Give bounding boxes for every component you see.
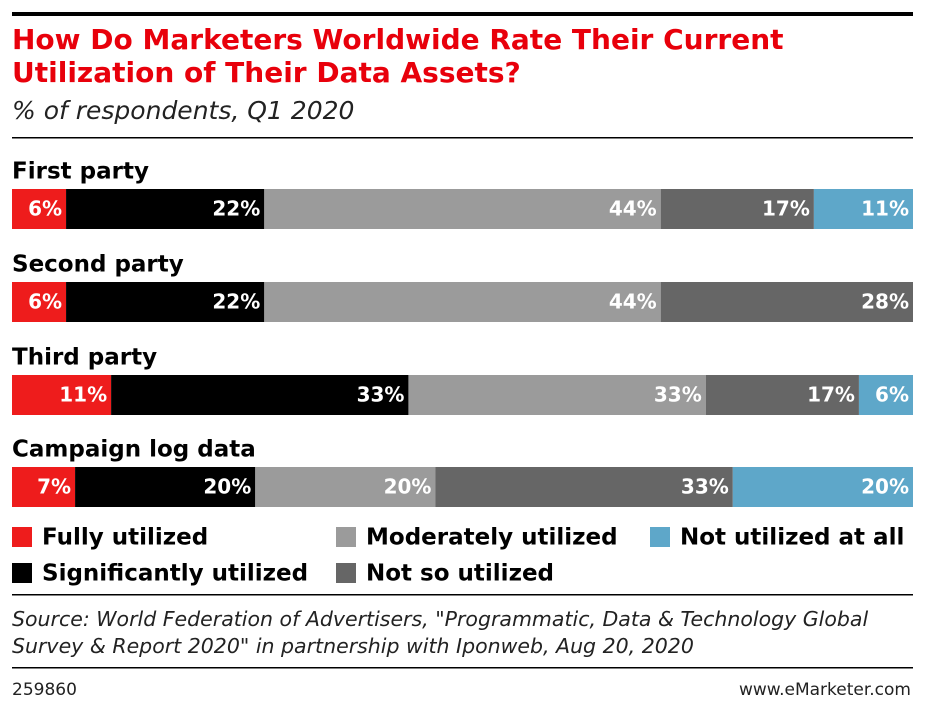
category-label: Third party [12, 345, 157, 371]
value-label: 11% [861, 197, 909, 221]
bar-segment [435, 467, 733, 507]
category-label: First party [12, 159, 149, 185]
bar-segment [264, 282, 661, 322]
bar-segment [66, 189, 265, 229]
value-label: 20% [384, 475, 432, 499]
value-label: 33% [357, 383, 405, 407]
value-label: 44% [609, 290, 657, 314]
value-label: 20% [203, 475, 251, 499]
legend-swatch [336, 527, 356, 547]
value-label: 6% [875, 383, 909, 407]
bar-segment [75, 467, 256, 507]
bar-segment [660, 282, 913, 322]
value-label: 22% [212, 197, 260, 221]
bar-segment [408, 375, 706, 415]
chart-title-text: How Do Marketers Worldwide Rate Their Cu… [12, 23, 784, 56]
bar-segment [813, 189, 913, 229]
source-text: Source: World Federation of Advertisers,… [12, 607, 868, 631]
chart-id: 259860 [12, 680, 77, 700]
bar-segment [660, 189, 814, 229]
top-rule [12, 12, 913, 16]
bar-segment [12, 282, 67, 322]
value-label: 6% [28, 197, 62, 221]
bar-segment [732, 467, 913, 507]
value-label: 33% [681, 475, 729, 499]
value-label: 6% [28, 290, 62, 314]
bar-segment [12, 375, 112, 415]
value-label: 33% [654, 383, 702, 407]
bar-segment [255, 467, 436, 507]
bar-segment [12, 189, 67, 229]
legend-swatch [650, 527, 670, 547]
bar-segment [858, 375, 913, 415]
value-label: 17% [807, 383, 855, 407]
rule [12, 137, 913, 139]
rule [12, 667, 913, 669]
rule [12, 594, 913, 596]
value-label: 11% [59, 383, 107, 407]
bar-segment [111, 375, 409, 415]
legend-label: Not so utilized [366, 561, 554, 587]
bar-segment [705, 375, 859, 415]
category-label: Second party [12, 252, 184, 278]
text-line: Utilization of Their Data Assets? [12, 56, 521, 89]
category-label: Campaign log data [12, 437, 256, 463]
value-label: 20% [861, 475, 909, 499]
value-label: 17% [762, 197, 810, 221]
chart-subtitle: % of respondents, Q1 2020 [12, 96, 354, 125]
legend-label: Not utilized at all [680, 525, 904, 551]
bar-segment [264, 189, 661, 229]
legend-label: Moderately utilized [366, 525, 618, 551]
legend-swatch [12, 527, 32, 547]
brand: www.eMarketer.com [739, 680, 911, 700]
chart-title: How Do Marketers Worldwide Rate Their Cu… [12, 23, 784, 89]
value-label: 22% [212, 290, 260, 314]
value-label: 7% [37, 475, 71, 499]
bar-segment [12, 467, 76, 507]
bar-segment [66, 282, 265, 322]
text-line: Survey & Report 2020" in partnership wit… [12, 634, 694, 658]
value-label: 44% [609, 197, 657, 221]
legend-swatch [12, 563, 32, 583]
legend-swatch [336, 563, 356, 583]
legend-label: Fully utilized [42, 525, 208, 551]
legend-label: Significantly utilized [42, 561, 308, 587]
value-label: 28% [861, 290, 909, 314]
source: Source: World Federation of Advertisers,… [12, 607, 868, 658]
